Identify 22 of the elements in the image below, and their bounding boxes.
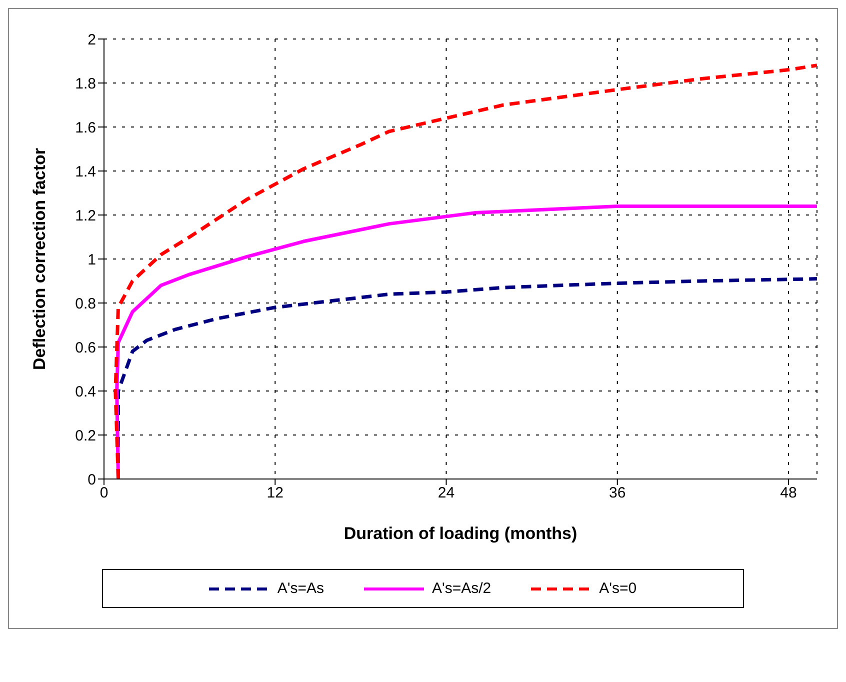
x-tick-label: 36 (609, 484, 626, 502)
x-tick-label: 24 (438, 484, 455, 502)
y-tick-label: 1.8 (75, 75, 96, 92)
y-tick-label: 1 (88, 251, 96, 268)
legend-label: A's=0 (599, 580, 637, 597)
y-tick-label: 1.6 (75, 119, 96, 136)
x-tick-label: 48 (780, 484, 797, 502)
x-tick-label: 0 (100, 484, 108, 502)
y-tick-label: 0.4 (75, 383, 96, 400)
line-series (114, 64, 817, 479)
y-axis-title: Deflection correction factor (30, 148, 50, 370)
y-tick-label: 0.6 (75, 339, 96, 356)
y-tick-label: 2 (88, 31, 96, 48)
y-tick-label: 0.2 (75, 427, 96, 444)
y-tick-label: 0.8 (75, 295, 96, 312)
x-axis-title: Duration of loading (months) (344, 524, 578, 543)
legend-label: A's=As (277, 580, 324, 597)
y-tick-label: 0 (88, 471, 96, 488)
x-tick-label: 12 (266, 484, 284, 502)
y-tick-label: 1.4 (75, 163, 96, 180)
y-tick-label: 1.2 (75, 207, 96, 224)
legend-label: A's=As/2 (432, 580, 492, 597)
